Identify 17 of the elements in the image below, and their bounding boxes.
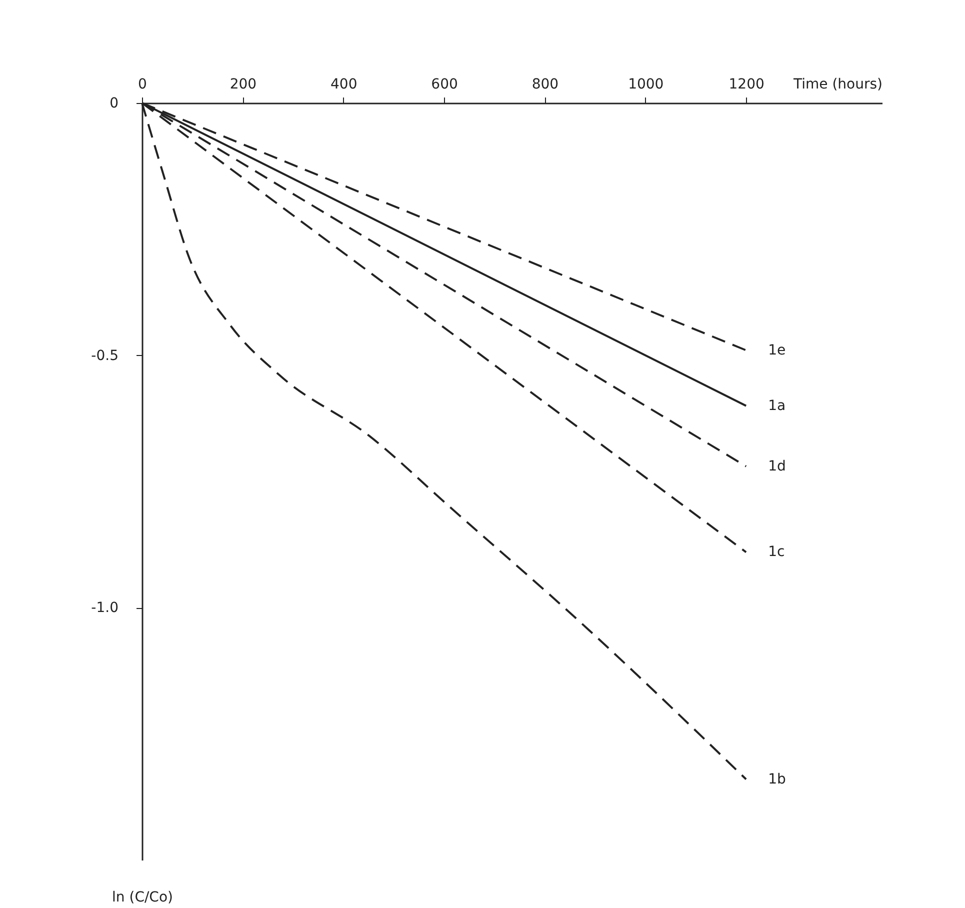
x-tick-label: 0	[138, 76, 147, 92]
x-tick-label: 600	[431, 76, 458, 92]
y-tick-label: 0	[110, 96, 118, 112]
x-axis-title: Time (hours)	[792, 76, 882, 92]
y-tick-label: -0.5	[91, 348, 118, 364]
series-label: 1a	[768, 398, 786, 414]
x-tick-label: 1000	[628, 76, 664, 92]
x-tick-label: 200	[230, 76, 257, 92]
x-tick-label: 800	[532, 76, 559, 92]
series-label: 1b	[768, 771, 786, 788]
series-label: 1c	[768, 544, 785, 560]
y-tick-label: -1.0	[91, 600, 118, 616]
series-label: 1d	[768, 458, 786, 474]
x-tick-label: 400	[330, 76, 358, 92]
x-tick-label: 1200	[728, 76, 764, 92]
series-label: 1e	[768, 342, 786, 358]
y-axis-title: ln (C/Co)	[112, 890, 173, 906]
